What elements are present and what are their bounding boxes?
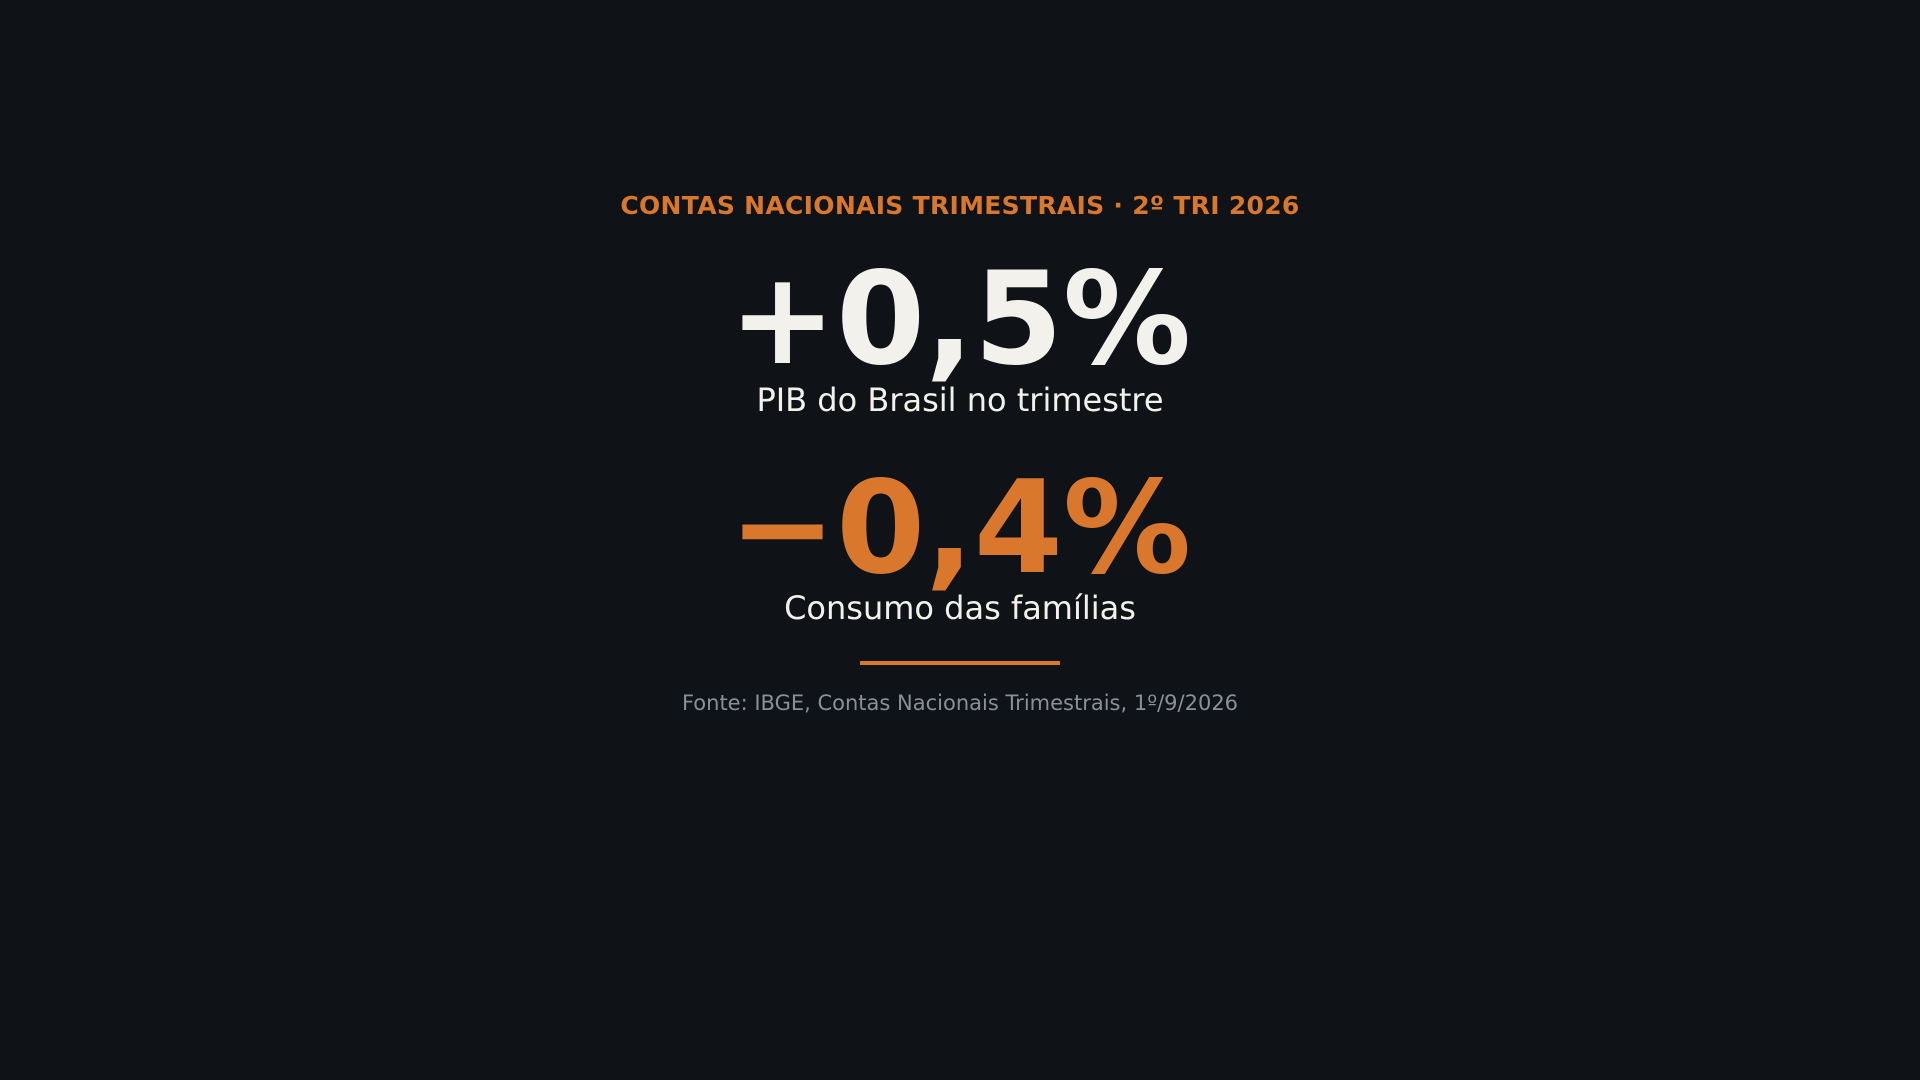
stat-value: +0,5% xyxy=(728,245,1192,394)
stat-label: Consumo das famílias xyxy=(784,589,1136,627)
divider xyxy=(860,661,1060,665)
kicker-title: CONTAS NACIONAIS TRIMESTRAIS · 2º TRI 20… xyxy=(620,191,1300,220)
stat-label: PIB do Brasil no trimestre xyxy=(756,381,1164,419)
stat-value: −0,4% xyxy=(728,454,1192,603)
source-note: Fonte: IBGE, Contas Nacionais Trimestrai… xyxy=(681,691,1239,715)
